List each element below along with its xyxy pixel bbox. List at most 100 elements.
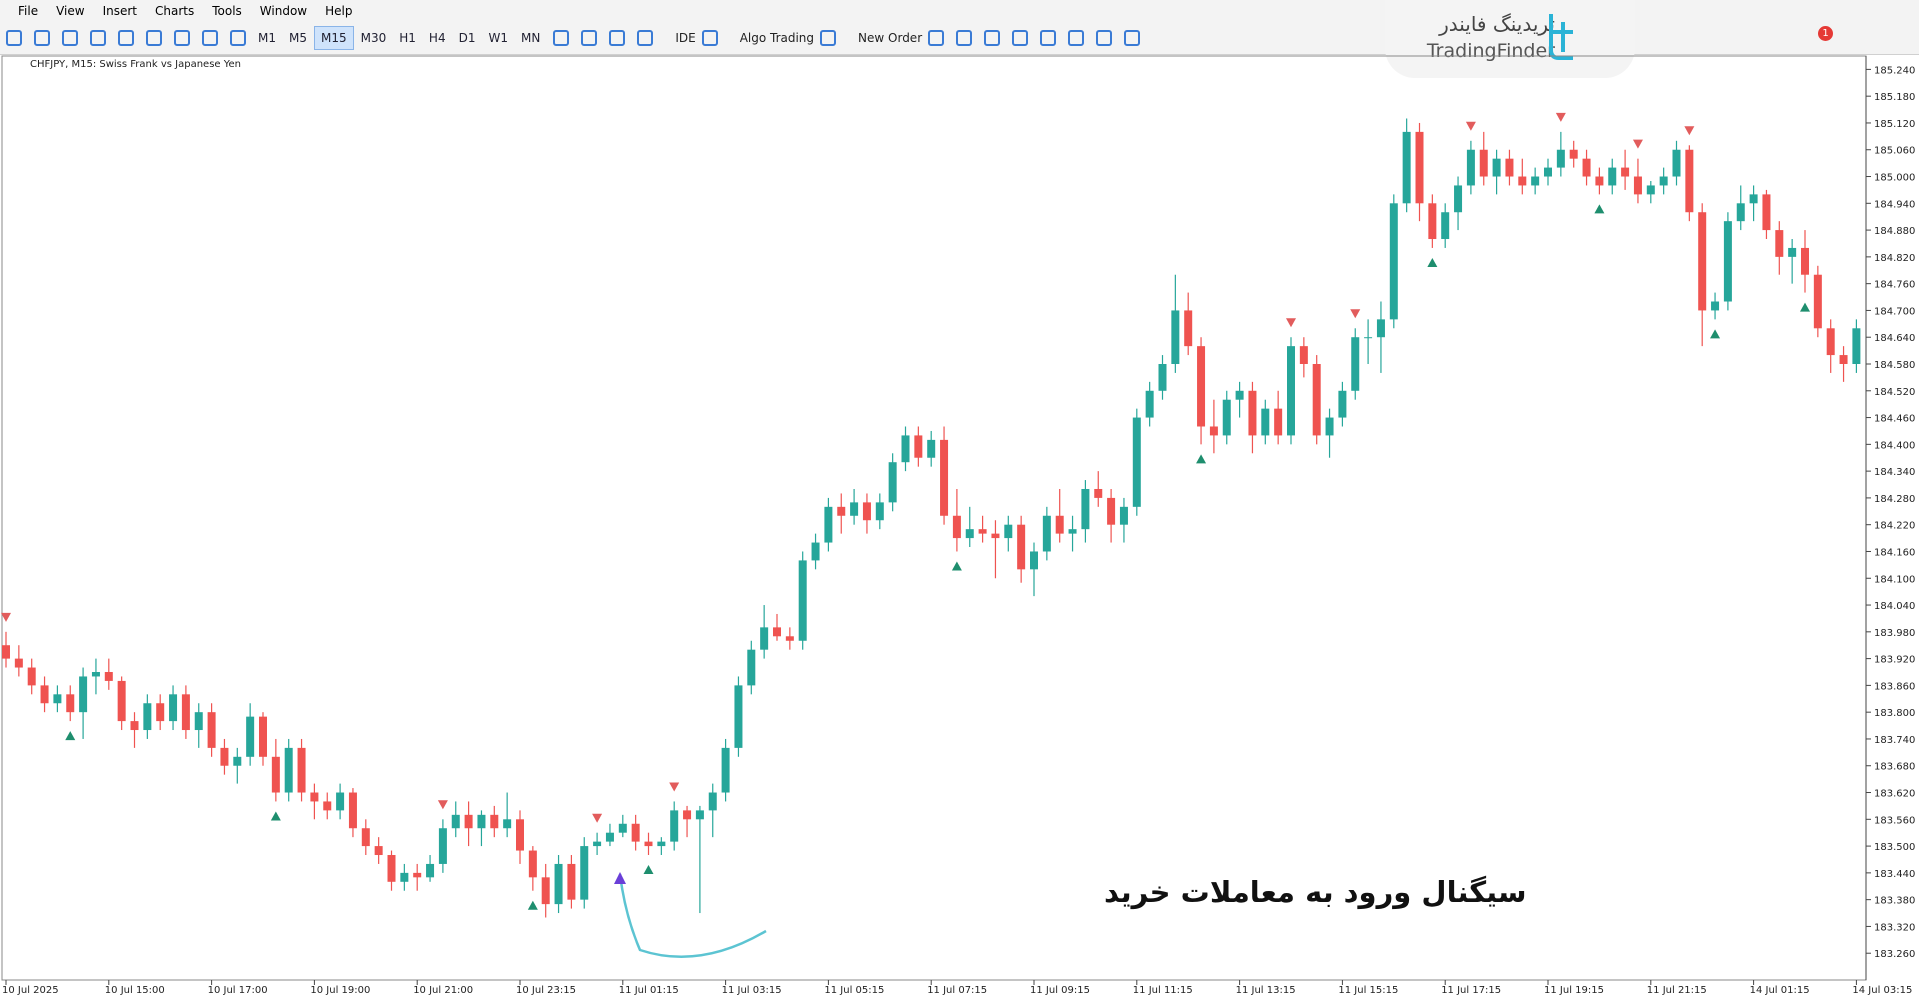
tool-icon[interactable] (1012, 30, 1029, 46)
candle-body (541, 877, 550, 905)
timeframe-button[interactable]: M1 (258, 31, 276, 45)
candle-body (798, 560, 807, 641)
tool-icon[interactable] (1040, 30, 1057, 46)
buy-signal (527, 900, 538, 910)
candle-body (1197, 346, 1206, 427)
candle-body (1415, 131, 1424, 204)
menu-item[interactable]: Help (325, 4, 353, 18)
tool-icon[interactable] (637, 30, 654, 46)
buy-signal (1196, 454, 1207, 464)
candle-body (503, 819, 512, 829)
tool-icon[interactable] (701, 30, 718, 46)
candle-body (1813, 274, 1822, 329)
candle-body (1055, 515, 1064, 534)
tool-icon[interactable] (230, 30, 246, 46)
candle-body (824, 506, 833, 543)
candle-body (27, 667, 36, 686)
y-tick-label: 183.920 (1874, 655, 1915, 666)
candle-body (927, 439, 936, 458)
buy-signal (65, 731, 76, 741)
toolbar-button[interactable]: IDE (675, 31, 696, 45)
timeframe-button[interactable]: W1 (488, 31, 508, 45)
candle-body (516, 819, 524, 851)
tool-icon[interactable] (1068, 30, 1085, 46)
x-tick-label: 14 Jul 03:15 (1852, 985, 1912, 996)
candle-body (760, 627, 769, 650)
candle-body (837, 506, 846, 516)
menu-item[interactable]: Charts (155, 4, 195, 18)
candle-body (1222, 399, 1231, 436)
tool-icon[interactable] (609, 30, 626, 46)
sell-signal (437, 800, 448, 810)
timeframe-button[interactable]: H4 (428, 31, 446, 45)
tool-icon[interactable] (202, 30, 218, 46)
candle-body (1466, 149, 1475, 186)
sell-signal (1350, 309, 1361, 319)
candle-body (1351, 337, 1360, 391)
y-tick-label: 183.320 (1874, 922, 1915, 933)
timeframe-button[interactable]: M30 (360, 31, 387, 45)
tool-icon[interactable] (146, 30, 162, 46)
candle-body (387, 855, 396, 882)
toolbar-button[interactable]: New Order (858, 31, 923, 45)
menu-item[interactable]: Insert (102, 4, 137, 18)
y-tick-label: 185.120 (1874, 119, 1915, 130)
candle-body (1852, 328, 1861, 364)
timeframe-button[interactable]: M5 (289, 31, 307, 45)
candle-body (1762, 194, 1771, 231)
tool-icon[interactable] (581, 30, 598, 46)
candle-body (631, 823, 640, 842)
candle-body (220, 747, 229, 766)
tool-icon[interactable] (6, 30, 22, 46)
candle-body (323, 801, 332, 811)
candle-body (1736, 203, 1745, 222)
y-tick-label: 183.860 (1874, 681, 1915, 692)
candle-body (914, 435, 923, 458)
candle-body (490, 814, 499, 829)
candle-body (1801, 247, 1809, 275)
candle-body (130, 721, 139, 731)
candle-body (1492, 158, 1501, 177)
menu-item[interactable]: View (56, 4, 85, 18)
timeframe-button[interactable]: D1 (458, 31, 476, 45)
tool-icon[interactable] (174, 30, 190, 46)
buy-signal (1427, 257, 1438, 267)
notification-badge[interactable]: 1 (1818, 26, 1833, 41)
tool-icon[interactable] (1096, 30, 1113, 46)
candle-body (593, 841, 602, 847)
menu-item[interactable]: Window (259, 4, 308, 18)
y-tick-label: 184.340 (1874, 467, 1915, 478)
candle-body (554, 863, 563, 905)
timeframe-button[interactable]: M15 (314, 26, 354, 50)
buy-signal (1710, 329, 1721, 339)
candle-body (862, 502, 871, 521)
y-tick-label: 184.220 (1874, 521, 1915, 532)
toolbar-button[interactable]: Algo Trading (739, 31, 815, 45)
tool-icon[interactable] (118, 30, 134, 46)
tool-icon[interactable] (34, 30, 50, 46)
tool-icon[interactable] (956, 30, 973, 46)
tool-icon[interactable] (553, 30, 570, 46)
tool-icon[interactable] (820, 30, 837, 46)
y-tick-label: 183.440 (1874, 869, 1915, 880)
tool-icon[interactable] (984, 30, 1001, 46)
tool-icon[interactable] (90, 30, 106, 46)
candle-body (1287, 346, 1295, 436)
tool-icon[interactable] (62, 30, 78, 46)
candle-body (181, 694, 190, 731)
timeframe-button[interactable]: MN (520, 31, 541, 45)
candle-body (1582, 158, 1591, 177)
menu-item[interactable]: File (18, 4, 39, 18)
menu-item[interactable]: Tools (212, 4, 242, 18)
y-tick-label: 185.240 (1874, 65, 1915, 76)
candle-body (271, 756, 280, 793)
sell-signal (1555, 112, 1566, 122)
y-tick-label: 184.820 (1874, 253, 1915, 264)
tool-icon[interactable] (1124, 30, 1141, 46)
timeframe-button[interactable]: H1 (399, 31, 416, 45)
candle-body (413, 872, 422, 878)
candle-body (1749, 194, 1758, 204)
tool-icon[interactable] (928, 30, 945, 46)
candle-body (1775, 230, 1784, 257)
